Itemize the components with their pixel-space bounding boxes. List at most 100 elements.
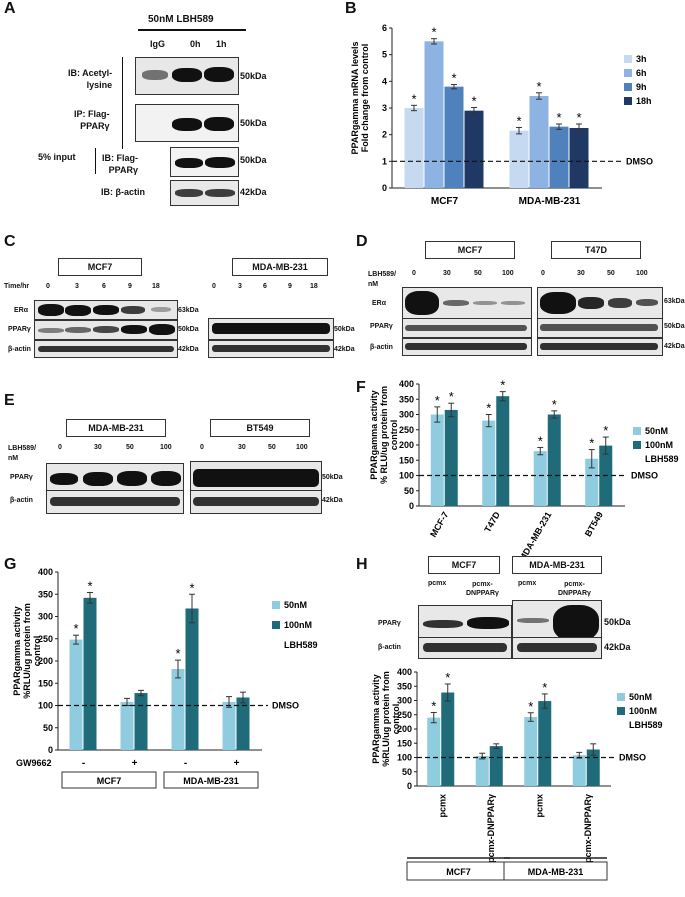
significance-star-B-1-1: * xyxy=(536,79,541,94)
legend-swatch-H-0 xyxy=(617,693,625,701)
y-tick-label-F-2: 100 xyxy=(399,471,414,481)
mw-pparg-d: 50kDa xyxy=(664,323,685,330)
blot-actin-d-t47d xyxy=(537,338,663,356)
baseline-label-F: DMSO xyxy=(631,471,658,481)
inhibitor-sign-3: + xyxy=(234,758,240,769)
dose-label-e-3: 100 xyxy=(160,444,172,451)
legend-swatch-B-1 xyxy=(624,69,632,77)
chart-h: PPARgamma activity%RLU/ug protein fromco… xyxy=(371,668,663,881)
blot-pparg-h-mcf7 xyxy=(418,605,512,641)
mw-pparg-e: 50kDa xyxy=(322,474,343,481)
mw-acetyl: 50kDa xyxy=(240,71,267,81)
row-label-actin-c: β-actin xyxy=(8,346,31,353)
bar-B-3-1 xyxy=(569,128,589,188)
bar-H-0-0 xyxy=(427,717,441,786)
y-tick-label-B-6: 6 xyxy=(382,23,387,33)
significance-star-H-0-2: * xyxy=(528,699,533,714)
bar-H-0-3 xyxy=(572,755,586,786)
bar-H-1-1 xyxy=(489,746,503,786)
panel-letter-b: B xyxy=(345,0,357,17)
y-tick-label-G-8: 400 xyxy=(38,567,53,577)
row-label-actin-h: β-actin xyxy=(378,644,401,651)
y-tick-label-B-5: 5 xyxy=(382,50,387,60)
dose-label-e-1: 30 xyxy=(94,444,102,451)
y-tick-label-G-7: 350 xyxy=(38,589,53,599)
panel-letter-e: E xyxy=(4,392,15,409)
y-tick-label-G-5: 250 xyxy=(38,634,53,644)
legend-swatch-G-1 xyxy=(272,621,280,629)
row-label-actin-a: IB: β-actin xyxy=(101,187,145,197)
group-label-H-0: MCF7 xyxy=(446,867,471,877)
inhibitor-sign-2: - xyxy=(184,758,187,769)
lane-1h: 1h xyxy=(216,39,227,49)
y-tick-label-H-5: 250 xyxy=(397,710,412,720)
mw-actin-d: 42kDa xyxy=(664,343,685,350)
time-label-mcf7-4: 18 xyxy=(152,283,160,290)
group-box-G-0 xyxy=(61,771,157,789)
bar-B-3-0 xyxy=(464,110,484,188)
significance-star-G-0-0: * xyxy=(73,621,78,636)
cell-line-box-mda-h: MDA-MB-231 xyxy=(512,556,602,574)
panel-letter-c: C xyxy=(4,233,16,250)
group-box-G-1 xyxy=(163,771,259,789)
legend-label-F-1: 100nM xyxy=(645,440,673,450)
dose-label-d-4: 0 xyxy=(541,270,545,277)
x-tick-label-H-3: pcmx-DNPPARγ xyxy=(583,794,593,863)
legend-label-B-0: 3h xyxy=(636,54,647,64)
y-tick-label-B-3: 3 xyxy=(382,103,387,113)
x-tick-label-F-0: MCF-7 xyxy=(428,510,450,539)
y-tick-label-H-1: 50 xyxy=(402,767,412,777)
y-tick-label-H-4: 200 xyxy=(397,724,412,734)
chart-b: PPARgamma mRNA levelsFold change from co… xyxy=(350,23,653,207)
legend-label-G-0: 50nM xyxy=(284,600,307,610)
row-label-actin-d: β-actin xyxy=(370,344,393,351)
y-tick-label-G-1: 50 xyxy=(43,723,53,733)
bar-F-1-0 xyxy=(444,409,458,506)
y-tick-label-F-7: 350 xyxy=(399,394,414,404)
significance-star-H-1-2: * xyxy=(542,680,547,695)
cell-line-box-mcf7-d: MCF7 xyxy=(425,241,515,259)
cell-line-box-mda-e: MDA-MB-231 xyxy=(66,419,166,437)
significance-star-B-1-0: * xyxy=(431,25,436,40)
bar-F-0-1 xyxy=(482,420,496,506)
bar-G-0-2 xyxy=(171,669,185,750)
y-tick-label-H-6: 300 xyxy=(397,696,412,706)
bar-G-0-0 xyxy=(69,639,83,750)
legend-label-F-0: 50nM xyxy=(645,426,668,436)
baseline-label-G: DMSO xyxy=(272,701,299,711)
bar-F-0-0 xyxy=(430,414,444,506)
bar-H-0-1 xyxy=(475,756,489,786)
legend-note-G: LBH589 xyxy=(284,640,318,650)
group-label-G-1: MDA-MB-231 xyxy=(183,776,239,786)
y-tick-label-F-6: 300 xyxy=(399,410,414,420)
time-label-mda-0: 0 xyxy=(212,283,216,290)
legend-note-H: LBH589 xyxy=(629,720,663,730)
time-label-mda-3: 9 xyxy=(288,283,292,290)
y-tick-label-B-2: 2 xyxy=(382,130,387,140)
bar-H-0-2 xyxy=(524,717,538,786)
panel-letter-d: D xyxy=(356,233,368,250)
significance-star-B-0-1: * xyxy=(516,113,521,128)
bar-H-1-2 xyxy=(538,701,552,786)
row-label-pparg-c: PPARγ xyxy=(8,326,31,333)
legend-note-F: LBH589 xyxy=(645,454,679,464)
legend-swatch-B-2 xyxy=(624,83,632,91)
blot-actin-d-mcf7 xyxy=(402,338,532,356)
construct-1: pcmx xyxy=(428,580,447,587)
row-label-pparg-h: PPARγ xyxy=(378,620,401,627)
significance-star-H-1-0: * xyxy=(445,670,450,685)
mw-actin-a: 42kDa xyxy=(240,187,267,197)
time-label-mcf7-2: 6 xyxy=(102,283,106,290)
bar-B-0-0 xyxy=(404,108,424,188)
x-tick-label-F-1: T47D xyxy=(482,510,502,534)
y-tick-label-F-0: 0 xyxy=(409,501,414,511)
blot-acetyl xyxy=(135,57,239,95)
row-label-pparg-d: PPARγ xyxy=(370,323,393,330)
significance-star-F-1-1: * xyxy=(500,378,505,393)
bar-B-0-1 xyxy=(509,130,529,188)
dose-label-d-3: 100 xyxy=(502,270,514,277)
group-box-H-1 xyxy=(503,861,608,881)
legend-label-H-0: 50nM xyxy=(629,692,652,702)
time-label: Time/hr xyxy=(4,283,30,290)
cell-line-box-mcf7-c: MCF7 xyxy=(58,258,142,276)
